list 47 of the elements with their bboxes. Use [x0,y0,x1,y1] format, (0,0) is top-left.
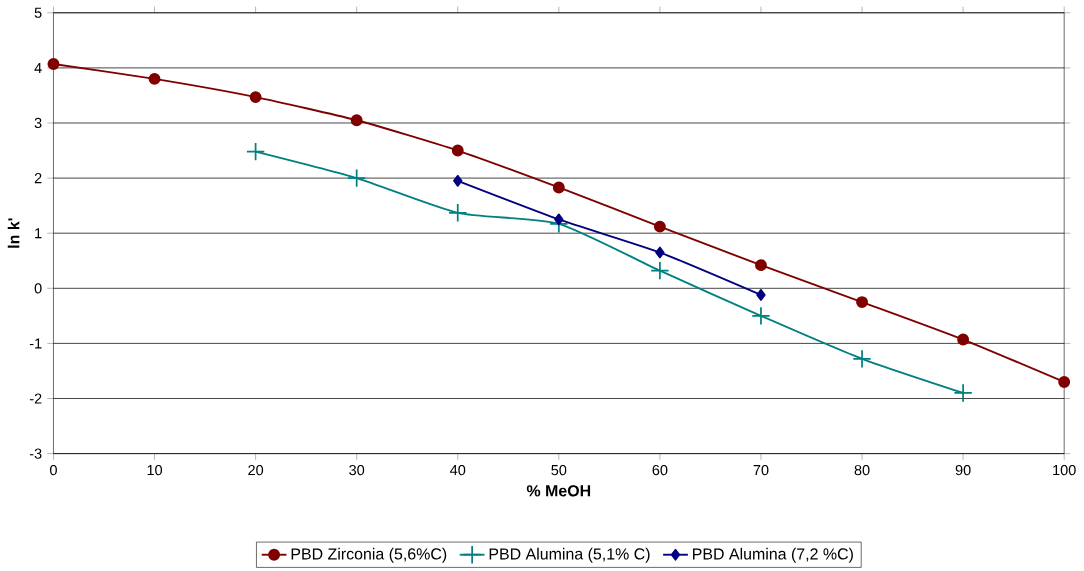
x-tick-label: 20 [248,465,264,476]
y-tick-label: 2 [34,173,42,184]
x-tick-label: 80 [854,465,870,476]
point [554,213,564,226]
point [1058,376,1071,389]
y-tick-label: 4 [34,63,42,74]
point [953,383,973,403]
x-tick-label: 10 [147,465,163,476]
y-tick-label: 0 [34,283,42,294]
point [655,246,665,259]
x-tick-label: 60 [652,465,668,476]
y-tick-label: 1 [35,228,42,239]
point [856,296,868,309]
point [246,142,266,162]
point [852,349,872,369]
point [350,114,363,127]
x-tick-label: 40 [450,465,466,476]
y-tick-label: 5 [34,7,42,19]
point [756,289,766,302]
x-axis-title: % MeOH [526,485,591,497]
y-tick-label: -3 [29,448,42,459]
point [451,144,464,157]
point [47,58,60,71]
legend-label: PBD Alumina (7,2 %C) [693,548,853,563]
point [453,175,463,187]
x-tick-label: 30 [349,465,365,476]
x-tick-label: 50 [551,465,567,476]
point [249,91,262,104]
y-tick-label: 3 [34,118,42,129]
point [552,181,565,194]
x-tick-label: 90 [955,465,971,476]
y-axis-title: ln k' [7,218,20,248]
point [148,73,161,86]
point [957,333,970,346]
y-tick-label: -1 [29,338,42,349]
point [448,203,468,223]
point [347,168,367,188]
legend-label: PBD Alumina (5,1% C) [489,548,650,563]
point [650,261,670,281]
point [755,259,767,272]
x-tick-label: 100 [1053,465,1076,476]
legend-label: PBD Zirconia (5,6%C) [291,548,447,563]
y-tick-label: -2 [29,393,42,404]
x-tick-label: 0 [50,465,57,476]
x-tick-label: 70 [753,465,769,476]
point [751,306,771,326]
point [653,220,666,233]
